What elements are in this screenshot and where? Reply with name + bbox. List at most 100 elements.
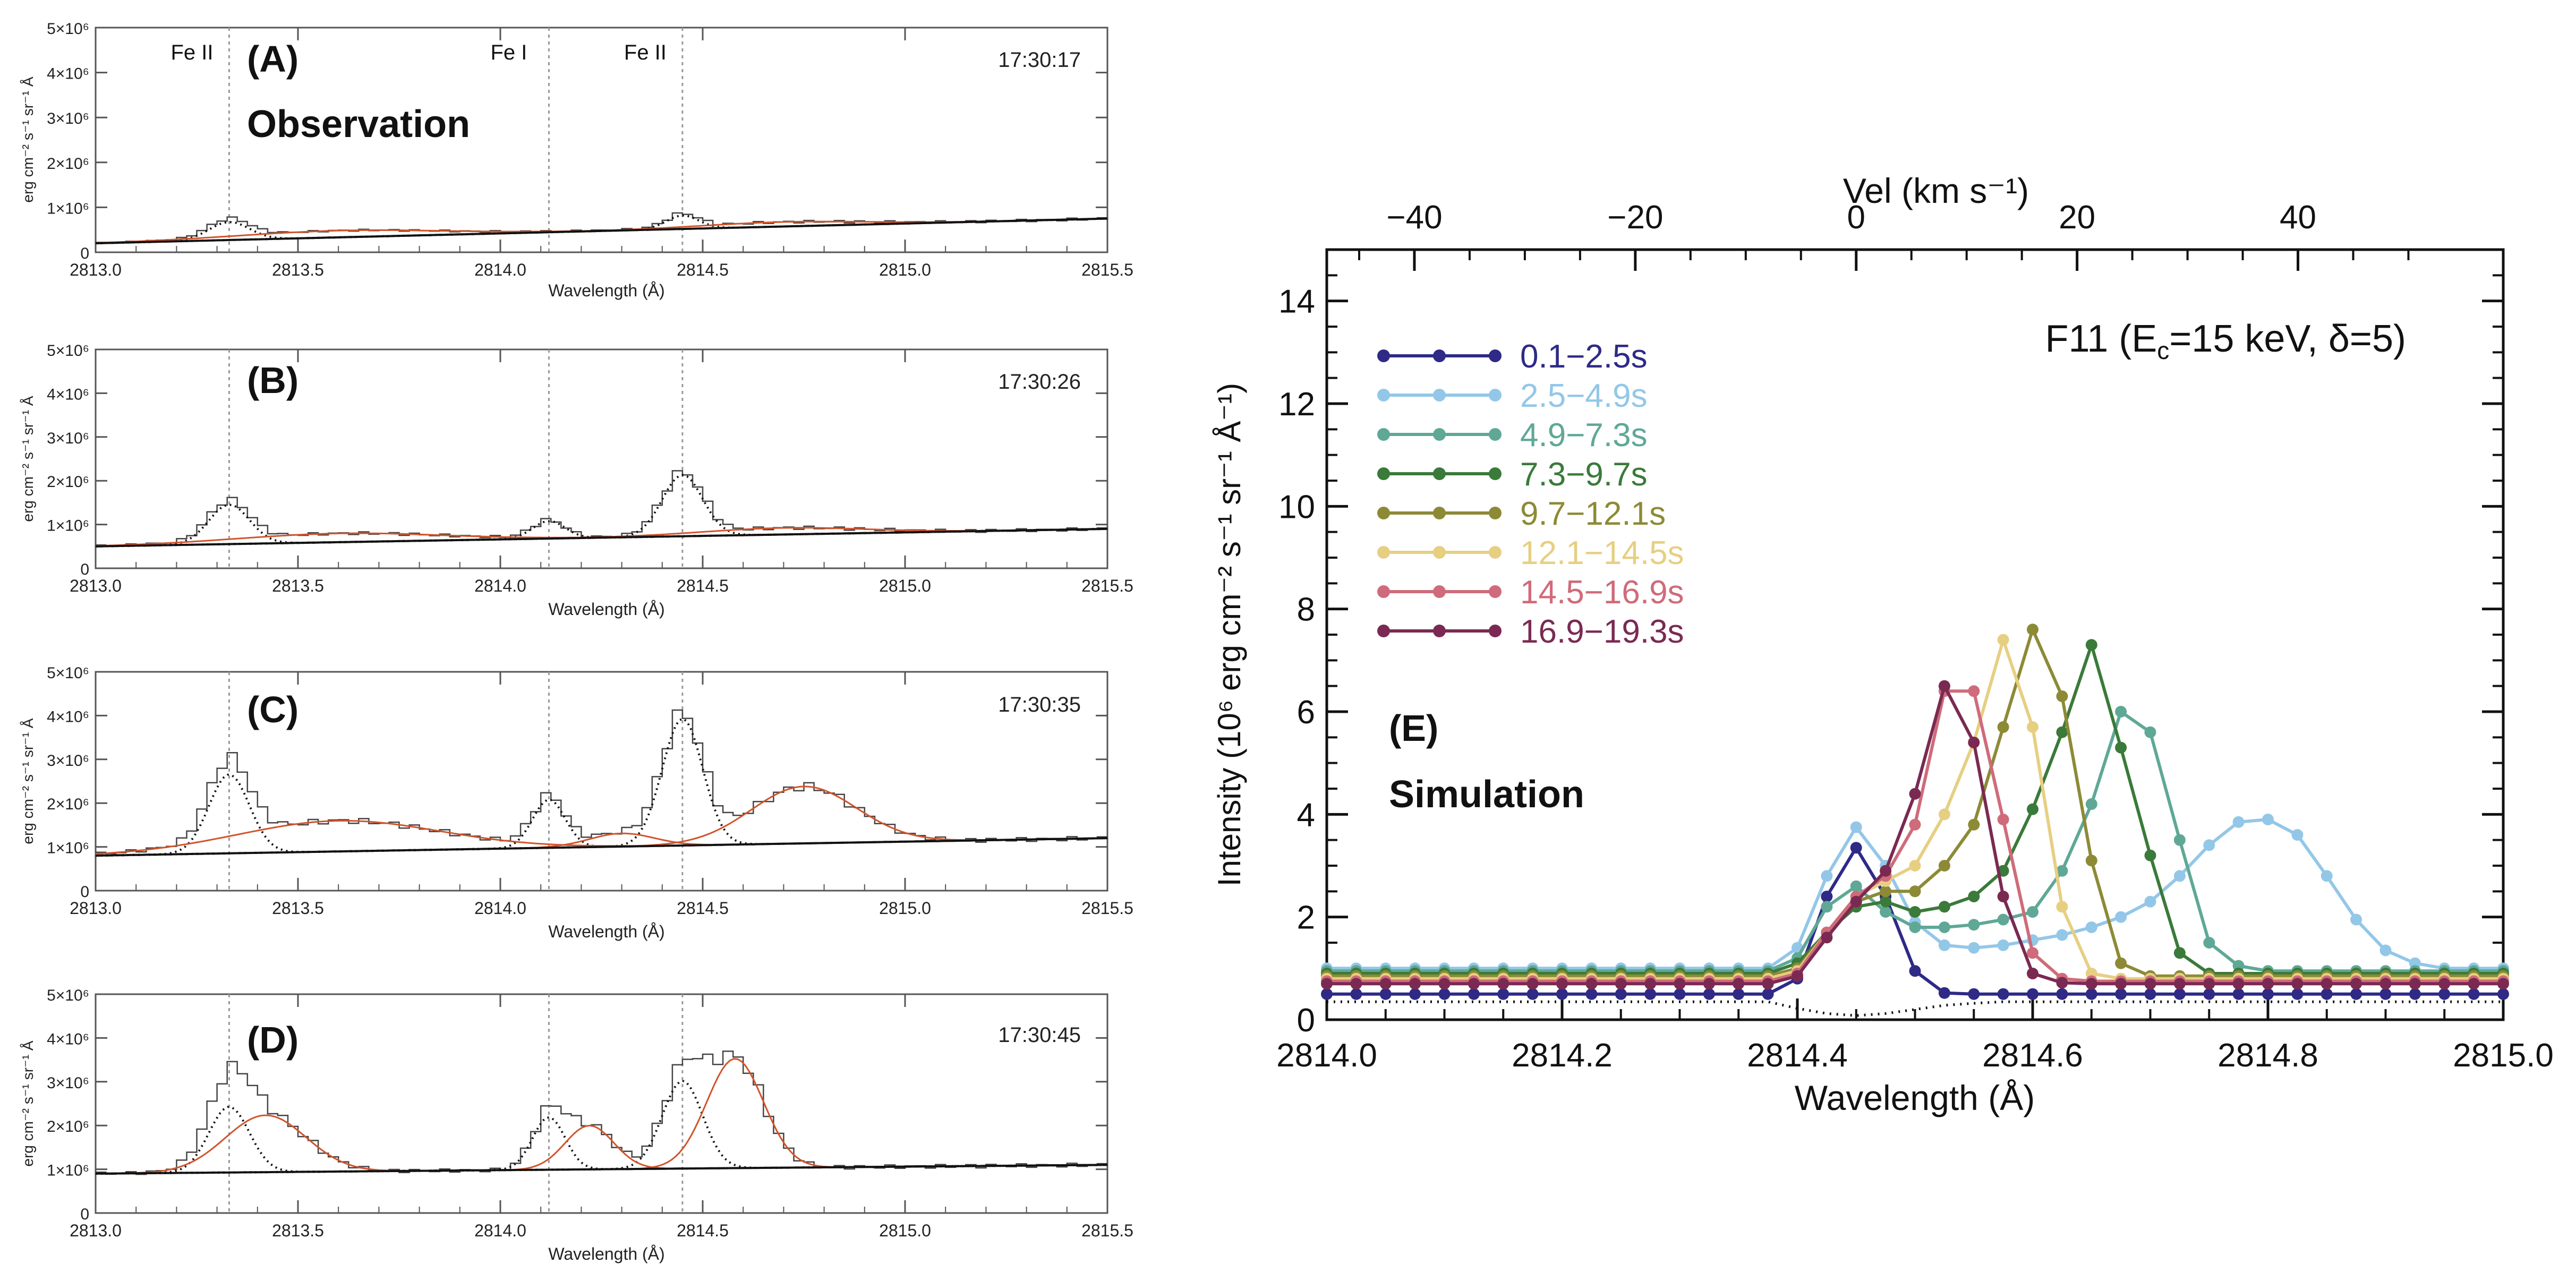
series-point (2409, 978, 2421, 990)
series-point (1938, 939, 1950, 951)
legend-marker (1377, 546, 1390, 559)
y-tick-label: 2×10⁶ (47, 473, 89, 491)
line-id-label: Fe II (170, 41, 213, 64)
legend-item-3: 7.3−9.7s (1377, 456, 1648, 493)
series-point (2350, 988, 2362, 1000)
y-tick-label: 1×10⁶ (47, 517, 89, 535)
y-tick-label: 3×10⁶ (47, 752, 89, 770)
broad-component (95, 819, 1108, 855)
y-tick-label: 4×10⁶ (47, 1030, 89, 1048)
series-point (2291, 978, 2304, 990)
x-tick-label: 2813.0 (70, 576, 122, 595)
observed-spectrum (96, 1051, 1107, 1175)
legend-marker (1377, 349, 1390, 362)
series-point (2115, 978, 2127, 990)
y-tick-label: 8 (1297, 592, 1315, 628)
panel-b-ylabel: erg cm⁻² s⁻¹ sr⁻¹ Å (20, 396, 36, 522)
legend-marker (1489, 625, 1502, 637)
legend-item-7: 16.9−19.3s (1377, 613, 1684, 650)
legend-label: 7.3−9.7s (1520, 456, 1648, 493)
series-point (1938, 987, 1950, 999)
series-point (2232, 978, 2245, 990)
series-point (1880, 885, 1892, 898)
panel-e-subtitle: Simulation (1389, 773, 1584, 816)
legend-marker (1433, 467, 1446, 480)
panel-e-top-xlabel: Vel (km s⁻¹) (1843, 171, 2029, 210)
x-tick-label: 2813.0 (70, 260, 122, 279)
series-point (2468, 978, 2480, 990)
series-point (2085, 855, 2097, 867)
series-point (2085, 978, 2097, 990)
series-point (1379, 978, 1392, 990)
series-point (1997, 939, 2009, 951)
series-point (2203, 839, 2215, 851)
legend-marker (1377, 507, 1390, 519)
x-tick-label: 2813.5 (272, 899, 324, 918)
series-point (1733, 988, 1745, 1000)
series-point (1938, 808, 1950, 821)
x-tick-label: 2815.0 (2453, 1037, 2554, 1074)
series-point (1997, 913, 2009, 926)
panel-a-timestamp: 17:30:17 (998, 48, 1081, 72)
legend-marker (1377, 467, 1390, 480)
series-line (1327, 689, 2503, 983)
series-point (1821, 891, 1833, 902)
observed-spectrum (96, 709, 1107, 855)
x-tick-label: 2814.6 (1982, 1037, 2083, 1074)
series-point (1615, 988, 1627, 1000)
series-point (1733, 978, 1745, 990)
legend-item-2: 4.9−7.3s (1377, 417, 1648, 454)
series-point (1703, 988, 1715, 1000)
panel-b: 0 1×10⁶ 2×10⁶ 3×10⁶ 4×10⁶ 5×10⁶ 2813.0 2813.5 28… (20, 342, 1133, 619)
legend-marker (1489, 585, 1502, 598)
legend-marker (1489, 507, 1502, 519)
series-point (2350, 913, 2362, 926)
y-tick-label: 4×10⁶ (47, 65, 89, 83)
series-point (1762, 988, 1774, 1000)
series-point (2232, 988, 2245, 1000)
series-point (1585, 988, 1598, 1000)
series-point (1938, 921, 1950, 933)
panel-a-xlabel: Wavelength (Å) (548, 281, 664, 300)
series-point (1997, 814, 2009, 825)
series-point (2115, 741, 2127, 754)
series-0 (1321, 842, 2509, 1000)
series-point (1468, 988, 1480, 1000)
top-tick-label: 40 (2280, 199, 2316, 236)
y-tick-label: 0 (80, 561, 89, 578)
panel-d-xlabel: Wavelength (Å) (548, 1244, 664, 1263)
series-point (1644, 978, 1657, 990)
series-point (2497, 978, 2509, 990)
series-point (2173, 978, 2186, 990)
panel-e-xlabel: Wavelength (Å) (1795, 1078, 2035, 1117)
panel-c-timestamp: 17:30:35 (998, 693, 1081, 716)
series-point (1909, 906, 1921, 918)
y-tick-label: 4 (1297, 797, 1315, 833)
series-point (2173, 834, 2186, 846)
series-point (1497, 988, 1509, 1000)
series-point (2203, 978, 2215, 990)
series-point (1909, 885, 1921, 898)
broad-component (96, 1114, 1107, 1175)
y-tick-label: 0 (80, 1206, 89, 1223)
series-point (2262, 978, 2274, 990)
panel-e-title: F11 (Ec=15 keV, δ=5) (2045, 318, 2406, 364)
panel-d-ylabel: erg cm⁻² s⁻¹ sr⁻¹ Å (20, 1040, 36, 1167)
series-point (1468, 978, 1480, 990)
legend-marker (1433, 349, 1446, 362)
series-point (1556, 988, 1568, 1000)
series-point (1938, 901, 1950, 913)
series-point (2085, 798, 2097, 810)
series-point (2379, 988, 2392, 1000)
series-7 (1321, 680, 2509, 990)
series-point (1379, 988, 1392, 1000)
x-tick-label: 2813.5 (272, 1221, 324, 1240)
legend-item-1: 2.5−4.9s (1377, 378, 1648, 414)
series-point (1674, 988, 1686, 1000)
series-point (1909, 860, 1921, 872)
x-tick-label: 2813.5 (272, 576, 324, 595)
legend-marker (1377, 585, 1390, 598)
legend-label: 9.7−12.1s (1520, 496, 1666, 532)
series-point (1438, 988, 1451, 1000)
